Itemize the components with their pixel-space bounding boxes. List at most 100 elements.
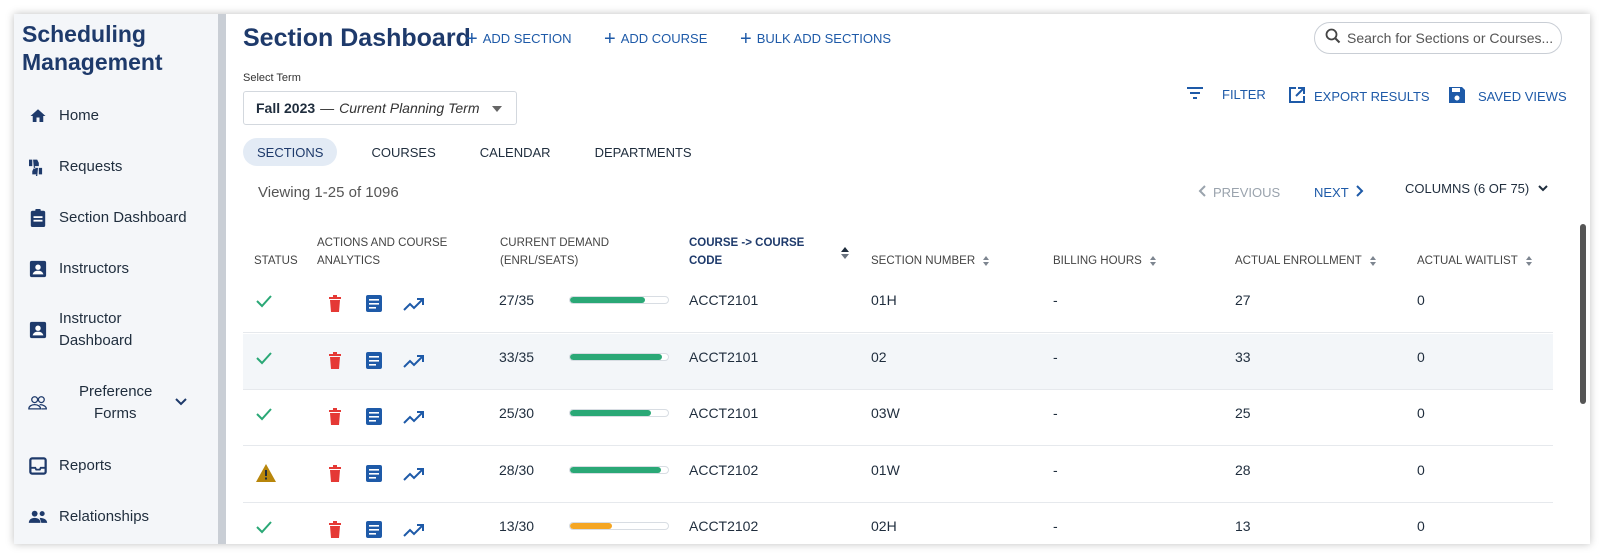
table-row[interactable]: 25/30 ACCT2101 03W - 25 0: [243, 390, 1553, 446]
check-icon: [255, 406, 273, 427]
demand-progress-bar: [569, 465, 669, 474]
next-button[interactable]: NEXT: [1314, 185, 1364, 200]
tab-sections[interactable]: SECTIONS: [243, 138, 338, 166]
demand-progress-bar: [569, 522, 669, 530]
actual-waitlist: 0: [1417, 405, 1425, 421]
term-name: Fall 2023: [256, 100, 316, 116]
document-icon[interactable]: [366, 351, 382, 374]
chevron-left-icon: [1198, 185, 1208, 200]
sidebar-item-instructor-dashboard[interactable]: Instructor Dashboard: [14, 308, 218, 354]
viewing-count: Viewing 1-25 of 1096: [258, 184, 399, 201]
delete-icon[interactable]: [328, 521, 342, 543]
columns-button[interactable]: COLUMNS (6 OF 75): [1405, 181, 1549, 196]
warning-icon: [255, 463, 277, 488]
chevron-down-icon[interactable]: [174, 395, 188, 414]
tab-departments[interactable]: DEPARTMENTS: [594, 144, 692, 160]
header-status: STATUS: [254, 255, 298, 267]
table-row[interactable]: 27/35 ACCT2101 01H - 27 0: [243, 277, 1553, 333]
delete-icon[interactable]: [328, 464, 342, 487]
tab-courses[interactable]: COURSES: [371, 144, 436, 160]
sidebar-item-instructors[interactable]: Instructors: [14, 257, 218, 281]
save-icon: [1448, 86, 1466, 107]
check-icon: [255, 350, 273, 371]
trending-icon[interactable]: [403, 523, 425, 542]
view-tabs: SECTIONS COURSES CALENDAR DEPARTMENTS: [243, 138, 726, 166]
section-number: 03W: [871, 405, 900, 421]
bulk-add-sections-button[interactable]: + BULK ADD SECTIONS: [740, 27, 892, 50]
course-code[interactable]: ACCT2101: [689, 405, 759, 421]
actual-waitlist: 0: [1417, 348, 1425, 365]
add-section-button[interactable]: + ADD SECTION: [466, 27, 572, 50]
course-code[interactable]: ACCT2101: [689, 348, 759, 365]
export-results-button[interactable]: EXPORT RESULTS: [1288, 86, 1430, 107]
course-code[interactable]: ACCT2101: [689, 292, 759, 308]
document-icon[interactable]: [366, 295, 382, 317]
sort-active-icon[interactable]: [840, 246, 850, 265]
sort-icon: [1525, 255, 1532, 266]
sort-icon: [1369, 255, 1376, 266]
add-course-button[interactable]: + ADD COURSE: [604, 27, 708, 50]
sidebar-divider[interactable]: [218, 14, 226, 544]
document-icon[interactable]: [366, 464, 382, 487]
sidebar-item-relationships[interactable]: Relationships: [14, 505, 218, 529]
section-number: 01W: [871, 461, 900, 478]
table-row[interactable]: 33/35 ACCT2101 02 - 33 0: [243, 333, 1553, 390]
section-number: 02H: [871, 518, 897, 534]
trending-icon[interactable]: [403, 354, 425, 373]
delete-icon[interactable]: [328, 351, 342, 374]
header-actual-enrollment[interactable]: ACTUAL ENROLLMENT: [1235, 252, 1377, 270]
header-actual-waitlist[interactable]: ACTUAL WAITLIST: [1417, 252, 1533, 270]
filter-icon: [1186, 86, 1204, 103]
header-billing-hours[interactable]: BILLING HOURS: [1053, 252, 1157, 270]
filter-button[interactable]: FILTER: [1186, 86, 1266, 103]
header-section-number[interactable]: SECTION NUMBER: [871, 252, 990, 270]
term-label: Select Term: [243, 72, 301, 84]
sidebar-item-home[interactable]: Home: [14, 104, 218, 128]
actual-waitlist: 0: [1417, 461, 1425, 478]
table-row[interactable]: 28/30 ACCT2102 01W - 28 0: [243, 447, 1553, 503]
scrollbar[interactable]: [1580, 224, 1586, 404]
term-select[interactable]: Fall 2023 — Current Planning Term: [243, 91, 517, 125]
demand-progress-bar: [569, 409, 669, 417]
sort-icon: [983, 255, 990, 266]
caret-down-icon: [492, 106, 502, 112]
home-icon: [28, 106, 48, 126]
chevron-right-icon: [1354, 185, 1364, 200]
term-subtitle: Current Planning Term: [339, 100, 480, 116]
search-input[interactable]: [1347, 30, 1557, 46]
clipboard-icon: [28, 208, 48, 228]
section-number: 01H: [871, 292, 897, 308]
people-icon: [28, 393, 48, 413]
document-icon[interactable]: [366, 521, 382, 543]
sidebar-item-requests[interactable]: Requests: [14, 155, 218, 179]
chevron-down-icon: [1537, 181, 1549, 196]
group-icon: [28, 507, 48, 527]
sidebar-item-preference-forms[interactable]: Preference Forms: [14, 381, 218, 427]
billing-hours: -: [1053, 348, 1058, 365]
actual-enrollment: 25: [1235, 405, 1251, 421]
actual-waitlist: 0: [1417, 518, 1425, 534]
sidebar-item-section-dashboard[interactable]: Section Dashboard: [14, 206, 218, 230]
header-course-code[interactable]: COURSE -> COURSE CODE: [689, 237, 805, 267]
sidebar-item-reports[interactable]: Reports: [14, 454, 218, 478]
trending-icon[interactable]: [403, 297, 425, 316]
search-icon: [1325, 28, 1341, 49]
previous-button[interactable]: PREVIOUS: [1198, 185, 1280, 200]
saved-views-button[interactable]: SAVED VIEWS: [1448, 86, 1567, 107]
course-code[interactable]: ACCT2102: [689, 461, 759, 478]
table-row[interactable]: 13/30 ACCT2102 02H - 13 0: [243, 503, 1553, 544]
trending-icon[interactable]: [403, 410, 425, 429]
delete-icon[interactable]: [328, 295, 342, 317]
delete-icon[interactable]: [328, 408, 342, 430]
id-badge-icon: [28, 320, 48, 340]
billing-hours: -: [1053, 461, 1058, 478]
id-badge-icon: [28, 259, 48, 279]
trending-icon[interactable]: [403, 467, 425, 486]
course-code[interactable]: ACCT2102: [689, 518, 759, 534]
tab-calendar[interactable]: CALENDAR: [479, 144, 551, 160]
document-icon[interactable]: [366, 408, 382, 430]
search-box[interactable]: [1314, 22, 1562, 54]
main-content: Section Dashboard + ADD SECTION + ADD CO…: [226, 14, 1590, 544]
plus-icon: +: [604, 27, 616, 50]
page-title: Section Dashboard: [243, 24, 471, 52]
